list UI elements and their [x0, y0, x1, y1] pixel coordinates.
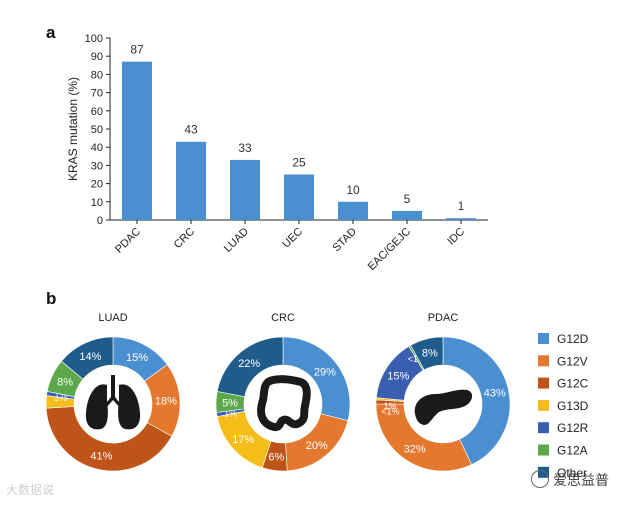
bar-value-label: 1: [458, 199, 465, 213]
donut-chart-luad: LUAD 15% 18% 41% 3%1% 8% 14%: [45, 312, 181, 472]
bars: 87 43 33 25 10 5 1: [122, 43, 476, 220]
legend-swatch-g12v: [538, 355, 549, 367]
slice-label: <1%: [381, 406, 399, 416]
slice-other: [60, 336, 114, 380]
x-tick-label: CRC: [172, 226, 197, 251]
y-tick-label: 40: [91, 142, 103, 154]
panel-b-label: b: [46, 289, 56, 308]
legend-swatch-g12a: [538, 444, 549, 456]
wechat-icon: [531, 470, 549, 488]
x-ticks: PDAC CRC LUAD UEC STAD EAC/GEJC IDC: [113, 220, 467, 273]
slice-label: 17%: [232, 434, 254, 446]
slice-label: 8%: [422, 348, 438, 360]
bar-stad: [338, 201, 368, 220]
slice-label: 32%: [404, 444, 426, 456]
slice-label: 1%: [224, 408, 237, 418]
x-tick-label: LUAD: [222, 226, 251, 255]
bar-luad: [230, 159, 260, 220]
legend-swatch-g13d: [538, 399, 549, 411]
bar-value-label: 25: [292, 156, 306, 170]
y-ticks: 0 10 20 30 40 50 60 70 80 90 100: [85, 33, 110, 227]
slice-g12d: [442, 336, 511, 466]
pancreas-icon: [414, 389, 473, 425]
slice-label: 5%: [222, 397, 238, 409]
y-axis-label: KRAS mutation (%): [66, 77, 80, 181]
bar-uec: [284, 174, 314, 220]
slice-label: <1%: [408, 354, 426, 364]
y-tick-label: 0: [97, 215, 103, 227]
bar-value-label: 10: [346, 183, 360, 197]
y-tick-label: 60: [91, 106, 103, 118]
bar-idc: [446, 218, 476, 220]
slice-label: 15%: [126, 352, 148, 364]
slice-label: 18%: [155, 396, 177, 408]
y-tick-label: 80: [91, 69, 103, 81]
y-tick-label: 30: [91, 160, 103, 172]
slice-label: 43%: [484, 387, 506, 399]
x-tick-label: EAC/GEJC: [366, 226, 413, 273]
slices: 15% 18% 41% 3%1% 8% 14%: [45, 336, 181, 472]
colon-icon: [257, 375, 311, 432]
slice-label: 14%: [79, 351, 101, 363]
bar-value-label: 43: [184, 123, 198, 137]
watermark-left-text: 大数据说: [6, 483, 55, 497]
slice-label: 15%: [387, 371, 409, 383]
y-tick-label: 10: [91, 197, 103, 209]
x-tick-label: UEC: [280, 226, 305, 251]
legend-label: G12C: [557, 377, 589, 391]
x-tick-label: STAD: [330, 226, 359, 255]
x-tick-label: IDC: [445, 226, 467, 248]
slice-other: [410, 336, 444, 371]
panel-a-label: a: [46, 23, 56, 42]
slice-label: 8%: [57, 376, 73, 388]
donut-title-pdac: PDAC: [428, 312, 459, 324]
y-tick-label: 100: [85, 33, 103, 45]
slice-label: 1%: [55, 390, 68, 400]
donut-title-luad: LUAD: [98, 312, 127, 324]
legend-label: G12R: [557, 421, 589, 435]
slice-label: 29%: [314, 367, 336, 379]
y-tick-label: 50: [91, 124, 103, 136]
slice-g12c: [45, 406, 173, 472]
watermark-left: 大数据说: [6, 481, 54, 498]
slice-label: 20%: [306, 440, 328, 452]
slices: 43%32%1%<1%15%<1%8%: [375, 336, 511, 472]
slices: 29% 20% 6% 17% 1%5% 22%: [215, 336, 351, 472]
x-tick-label: PDAC: [113, 226, 143, 256]
y-tick-label: 70: [91, 88, 103, 100]
legend-label: G12D: [557, 332, 589, 346]
slice-label: 22%: [238, 358, 260, 370]
bar-crc: [176, 141, 206, 220]
legend-label: G12A: [557, 444, 588, 458]
legend-label: Other: [557, 466, 587, 480]
legend-swatch-g12r: [538, 422, 549, 434]
donut-chart-pdac: PDAC 43%32%1%<1%15%<1%8%: [375, 312, 511, 472]
donut-chart-crc: CRC 29% 20% 6% 17% 1%5% 22%: [215, 312, 351, 472]
donut-title-crc: CRC: [271, 312, 295, 324]
slice-label: 3%: [54, 393, 67, 403]
lungs-icon: [85, 375, 141, 430]
legend-swatch-g12c: [538, 377, 549, 389]
bar-value-label: 5: [404, 192, 411, 206]
y-tick-label: 20: [91, 179, 103, 191]
bar-pdac: [122, 61, 152, 220]
legend-label: G12V: [557, 354, 588, 368]
slice-label: 1%: [384, 401, 397, 411]
bar-value-label: 87: [130, 43, 144, 57]
watermark-right: 爱思益普: [531, 470, 609, 490]
legend: G12D G12V G12C G13D G12R G12A Other: [538, 332, 589, 480]
watermark-right-text: 爱思益普: [553, 473, 609, 489]
legend-label: G13D: [557, 399, 589, 413]
slice-label: 6%: [268, 452, 284, 464]
bar-chart: KRAS mutation (%) 0102030405060708090100…: [66, 33, 488, 273]
bar-value-label: 33: [238, 141, 252, 155]
bar-eac-gejc: [392, 210, 422, 220]
legend-swatch-g12d: [538, 333, 549, 344]
slice-label: 41%: [90, 451, 112, 463]
y-tick-label: 90: [91, 51, 103, 63]
slice-other: [216, 336, 284, 398]
